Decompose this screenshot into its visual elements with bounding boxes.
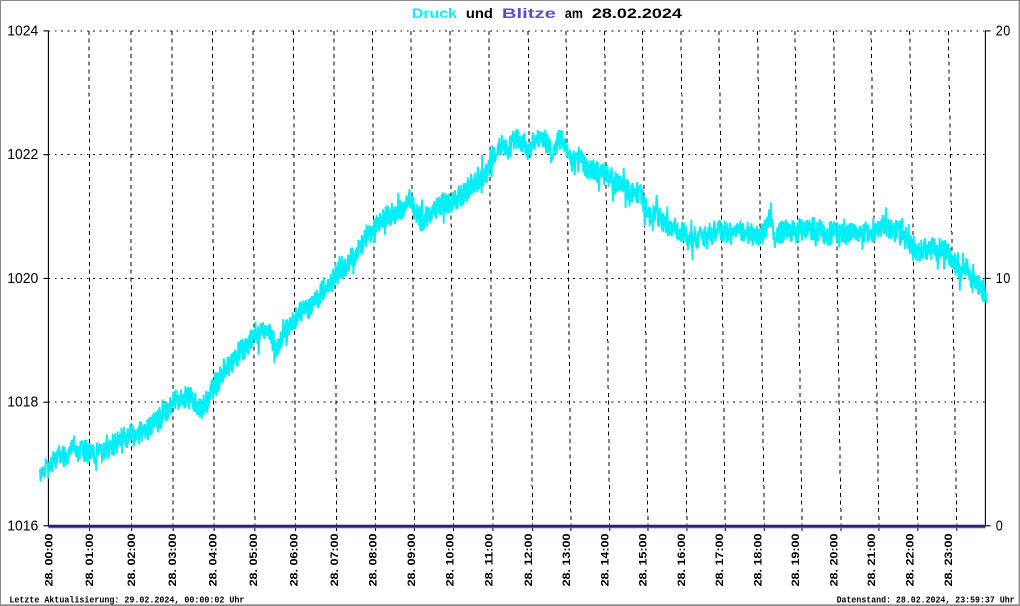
svg-text:28. 09:00: 28. 09:00: [407, 533, 419, 586]
svg-text:28. 03:00: 28. 03:00: [168, 533, 180, 586]
svg-text:28. 04:00: 28. 04:00: [208, 533, 220, 586]
svg-text:Letzte Aktualisierung: 29.02.2: Letzte Aktualisierung: 29.02.2024, 00:00…: [9, 595, 244, 605]
svg-text:28. 17:00: 28. 17:00: [714, 533, 726, 586]
svg-text:0: 0: [996, 517, 1004, 533]
svg-text:Datenstand: 28.02.2024, 23:59:: Datenstand: 28.02.2024, 23:59:37 Uhr: [837, 595, 1015, 605]
svg-text:28. 22:00: 28. 22:00: [905, 533, 917, 586]
svg-text:1020: 1020: [7, 270, 38, 286]
svg-text:28. 16:00: 28. 16:00: [676, 533, 688, 586]
svg-text:10: 10: [996, 270, 1011, 286]
svg-text:28. 01:00: 28. 01:00: [85, 533, 97, 586]
svg-text:28. 15:00: 28. 15:00: [638, 533, 650, 586]
svg-text:28. 19:00: 28. 19:00: [790, 533, 802, 586]
svg-text:28. 20:00: 28. 20:00: [829, 533, 841, 586]
svg-text:28. 21:00: 28. 21:00: [867, 533, 879, 586]
svg-text:1024: 1024: [7, 22, 38, 38]
svg-text:28. 18:00: 28. 18:00: [753, 533, 765, 586]
svg-text:Blitze: Blitze: [502, 6, 557, 21]
svg-text:Druck: Druck: [412, 6, 458, 21]
svg-text:28. 02:00: 28. 02:00: [126, 533, 138, 586]
svg-text:28. 06:00: 28. 06:00: [289, 533, 301, 586]
svg-text:28. 10:00: 28. 10:00: [445, 533, 457, 586]
svg-text:28.02.2024: 28.02.2024: [592, 6, 683, 21]
svg-text:28. 08:00: 28. 08:00: [368, 533, 380, 586]
svg-text:am: am: [565, 6, 583, 21]
svg-text:28. 07:00: 28. 07:00: [329, 533, 341, 586]
svg-text:28. 00:00: 28. 00:00: [44, 533, 56, 586]
svg-text:1018: 1018: [7, 394, 38, 410]
svg-text:1022: 1022: [7, 146, 38, 162]
svg-text:20: 20: [996, 22, 1011, 38]
svg-text:28. 14:00: 28. 14:00: [600, 533, 612, 586]
svg-text:28. 13:00: 28. 13:00: [562, 533, 574, 586]
svg-text:und: und: [466, 6, 493, 21]
svg-text:28. 11:00: 28. 11:00: [484, 533, 496, 586]
svg-text:28. 05:00: 28. 05:00: [248, 533, 260, 586]
svg-text:1016: 1016: [7, 517, 38, 533]
svg-text:28. 12:00: 28. 12:00: [524, 533, 536, 586]
svg-text:28. 23:00: 28. 23:00: [944, 533, 956, 586]
